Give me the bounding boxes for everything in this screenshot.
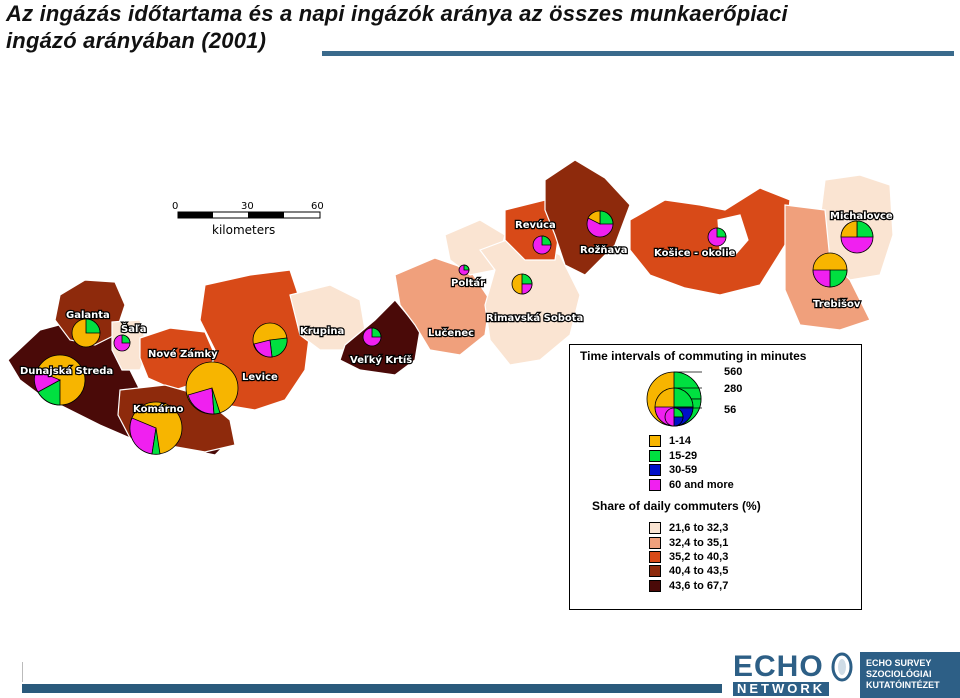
label-trebisov: Trebišov	[813, 298, 861, 310]
pie-poltar	[458, 264, 470, 276]
pie-velky-krtis	[362, 327, 382, 347]
label-dunajska-streda: Dunajská Streda	[20, 365, 113, 377]
logo-box-line: KUTATÓINTÉZET	[866, 680, 940, 690]
region-roznava	[544, 159, 631, 276]
scale-bar: 0 30 60 kilometers	[172, 201, 324, 237]
legend-class-swatch	[649, 537, 661, 549]
logo-swoosh-icon	[831, 652, 853, 682]
legend-interval-row: 30-59	[649, 464, 697, 476]
label-levice: Levice	[242, 372, 278, 383]
label-velky-krtis: Veľký Krtíš	[350, 354, 412, 366]
legend-size-pie	[646, 371, 702, 427]
title-line-2: ingázó arányában (2001)	[6, 28, 267, 53]
label-revuca: Revúca	[515, 219, 556, 231]
pie-galanta	[71, 318, 101, 348]
label-rimavska-sobota: Rimavská Sobota	[486, 312, 583, 324]
footer-divider	[22, 662, 23, 682]
label-poltar: Poltár	[451, 277, 485, 289]
legend-interval-swatch	[649, 464, 661, 476]
legend-class-swatch	[649, 522, 661, 534]
legend-interval-swatch	[649, 450, 661, 462]
legend-class-row: 35,2 to 40,3	[649, 551, 728, 563]
legend-class-label: 32,4 to 35,1	[669, 537, 729, 549]
region-lucenec	[394, 257, 491, 356]
scale-tick-60: 60	[311, 201, 324, 212]
label-krupina: Krupina	[300, 326, 344, 337]
pie-revuca	[532, 235, 552, 255]
legend-interval-row: 1-14	[649, 435, 691, 447]
legend-class-row: 21,6 to 32,3	[649, 522, 728, 534]
map-legend: Time intervals of commuting in minutes 5…	[569, 344, 862, 610]
pie-kosice-okolie	[707, 227, 727, 247]
legend-interval-label: 60 and more	[669, 479, 734, 491]
legend-interval-swatch	[649, 435, 661, 447]
legend-class-label: 35,2 to 40,3	[669, 551, 729, 563]
legend-class-label: 43,6 to 67,7	[669, 580, 729, 592]
logo-network-text: NETWORK	[733, 682, 830, 696]
legend-interval-row: 15-29	[649, 450, 697, 462]
legend-share-title: Share of daily commuters (%)	[592, 499, 761, 513]
map-area: 0 30 60 kilometers	[0, 60, 960, 640]
label-lucenec: Lučenec	[428, 327, 474, 339]
label-michalovce: Michalovce	[830, 211, 893, 222]
label-roznava: Rožňava	[580, 244, 628, 256]
title-line-1: Az ingázás időtartama és a napi ingázók …	[6, 1, 788, 26]
legend-class-label: 21,6 to 32,3	[669, 522, 729, 534]
scale-tick-0: 0	[172, 201, 178, 212]
legend-interval-label: 1-14	[669, 435, 692, 447]
legend-interval-label: 15-29	[669, 450, 698, 462]
label-komarno: Komárno	[133, 403, 184, 415]
legend-class-swatch	[649, 565, 661, 577]
logo-box: ECHO SURVEY SZOCIOLÓGIAI KUTATÓINTÉZET	[860, 652, 960, 698]
logo-echo-text: ECHO	[733, 650, 824, 683]
logo-box-line: ECHO SURVEY	[866, 658, 932, 668]
label-galanta: Galanta	[66, 310, 110, 321]
page-title: Az ingázás időtartama és a napi ingázók …	[6, 0, 906, 54]
logo-box-line: SZOCIOLÓGIAI	[866, 669, 932, 679]
legend-class-row: 32,4 to 35,1	[649, 537, 728, 549]
footer-bar	[22, 684, 722, 693]
legend-class-swatch	[649, 580, 661, 592]
pie-rimavska-sobota	[511, 273, 533, 295]
legend-size-280: 280	[724, 383, 743, 395]
pie-roznava	[586, 210, 614, 238]
label-nove-zamky: Nové Zámky	[148, 348, 218, 360]
legend-class-row: 43,6 to 67,7	[649, 580, 728, 592]
pie-nove-zamky	[185, 361, 239, 415]
legend-size-560: 560	[724, 366, 743, 378]
legend-class-row: 40,4 to 43,5	[649, 565, 728, 577]
scale-unit: kilometers	[212, 223, 275, 237]
label-kosice-okolie: Košice - okolie	[654, 247, 736, 259]
title-underline-bar	[322, 51, 954, 56]
echo-network-logo: ECHO NETWORK ECHO SURVEY SZOCIOLÓGIAI KU…	[733, 652, 960, 698]
map-svg: 0 30 60 kilometers	[7, 159, 894, 456]
legend-class-label: 40,4 to 43,5	[669, 565, 729, 577]
pie-charts	[33, 210, 874, 455]
district-labels: Galanta Šaľa Dunajská Streda Nové Zámky …	[19, 210, 894, 416]
pie-sala	[113, 334, 131, 352]
pie-michalovce	[840, 220, 874, 254]
pie-komarno	[129, 401, 183, 455]
legend-interval-label: 30-59	[669, 464, 698, 476]
legend-class-swatch	[649, 551, 661, 563]
legend-interval-swatch	[649, 479, 661, 491]
pie-trebisov	[812, 252, 848, 288]
label-sala: Šaľa	[121, 322, 147, 335]
legend-size-56: 56	[724, 404, 737, 416]
pie-levice	[252, 322, 288, 358]
legend-size-title: Time intervals of commuting in minutes	[580, 349, 807, 363]
legend-interval-row: 60 and more	[649, 479, 734, 491]
pie-dunajska-streda	[33, 354, 86, 406]
scale-tick-30: 30	[241, 201, 254, 212]
